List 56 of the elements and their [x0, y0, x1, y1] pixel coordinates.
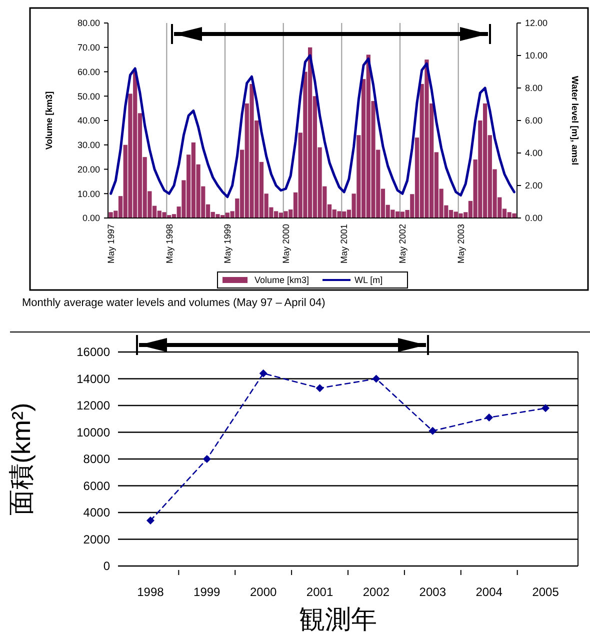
y-tick-label: 30.00	[77, 140, 100, 150]
point	[202, 455, 211, 463]
y-tick-label: 80.00	[77, 18, 100, 28]
x-tick-label: May 1999	[222, 224, 233, 264]
point	[372, 374, 380, 383]
x-tick-label: 2002	[362, 585, 390, 599]
x-tick-label: 2001	[306, 585, 334, 599]
x-tick-label: 2003	[419, 585, 446, 599]
y-tick-label: 40.00	[77, 116, 100, 126]
x-tick-label: 2000	[250, 585, 278, 599]
y-tick-label: 16000	[76, 345, 110, 360]
point	[542, 404, 550, 412]
x-tick-label: May 1998	[164, 224, 174, 264]
point	[316, 384, 324, 392]
y-tick-label: 6000	[83, 478, 110, 493]
point	[485, 414, 494, 422]
y2-tick-label: 8.00	[525, 83, 543, 94]
x-tick-label: 2004	[476, 585, 503, 599]
x-tick-label: May 2003	[456, 224, 466, 264]
y-tick-label: 20.00	[77, 164, 100, 174]
x-tick-label: May 2001	[339, 224, 350, 264]
legend-label: Volume [km3]	[254, 275, 310, 286]
y-axis-title: Volume [km3]	[44, 91, 54, 150]
y-tick-label: 10.00	[77, 188, 100, 199]
x-tick-label: 1998	[137, 585, 164, 599]
line-series	[110, 54, 516, 198]
x-tick-label: May 2002	[398, 224, 408, 264]
y-tick-label: 2000	[83, 532, 110, 546]
y-tick-label: 50.00	[77, 91, 100, 102]
point	[259, 369, 268, 378]
y2-tick-label: 4.00	[525, 148, 543, 158]
point	[428, 426, 437, 435]
text: Monthly average water levels and volumes (May 97 – April 04)	[22, 297, 326, 309]
y-tick-label: 60.00	[77, 66, 100, 77]
y-tick-label: 0	[103, 559, 110, 574]
y-tick-label: 10000	[76, 425, 110, 440]
y-axis-title: 面積(km²)	[6, 402, 36, 516]
y-tick-label: 12000	[76, 398, 110, 413]
y2-tick-label: 10.00	[525, 50, 548, 61]
x-tick-label: 1999	[194, 585, 221, 599]
legend-label: WL [m]	[354, 275, 383, 286]
x-tick-label: 2005	[532, 585, 560, 599]
y2-tick-label: 6.00	[525, 116, 543, 126]
y-tick-label: 14000	[76, 372, 110, 386]
point	[146, 516, 154, 525]
y-tick-label: 70.00	[77, 42, 100, 53]
y2-tick-label: 0.00	[525, 213, 543, 224]
y-tick-label: 8000	[83, 452, 110, 466]
y2-tick-label: 12.00	[525, 18, 548, 28]
x-axis-title: 観測年	[299, 604, 377, 634]
y-tick-label: 4000	[83, 506, 110, 520]
y2-tick-label: 2.00	[525, 180, 543, 191]
x-tick-label: May 2000	[280, 224, 291, 264]
x-tick-label: May 1997	[106, 224, 116, 264]
y2-axis-title: Water level [m], amsl	[570, 76, 580, 166]
y-tick-label: 0.00	[82, 213, 100, 224]
